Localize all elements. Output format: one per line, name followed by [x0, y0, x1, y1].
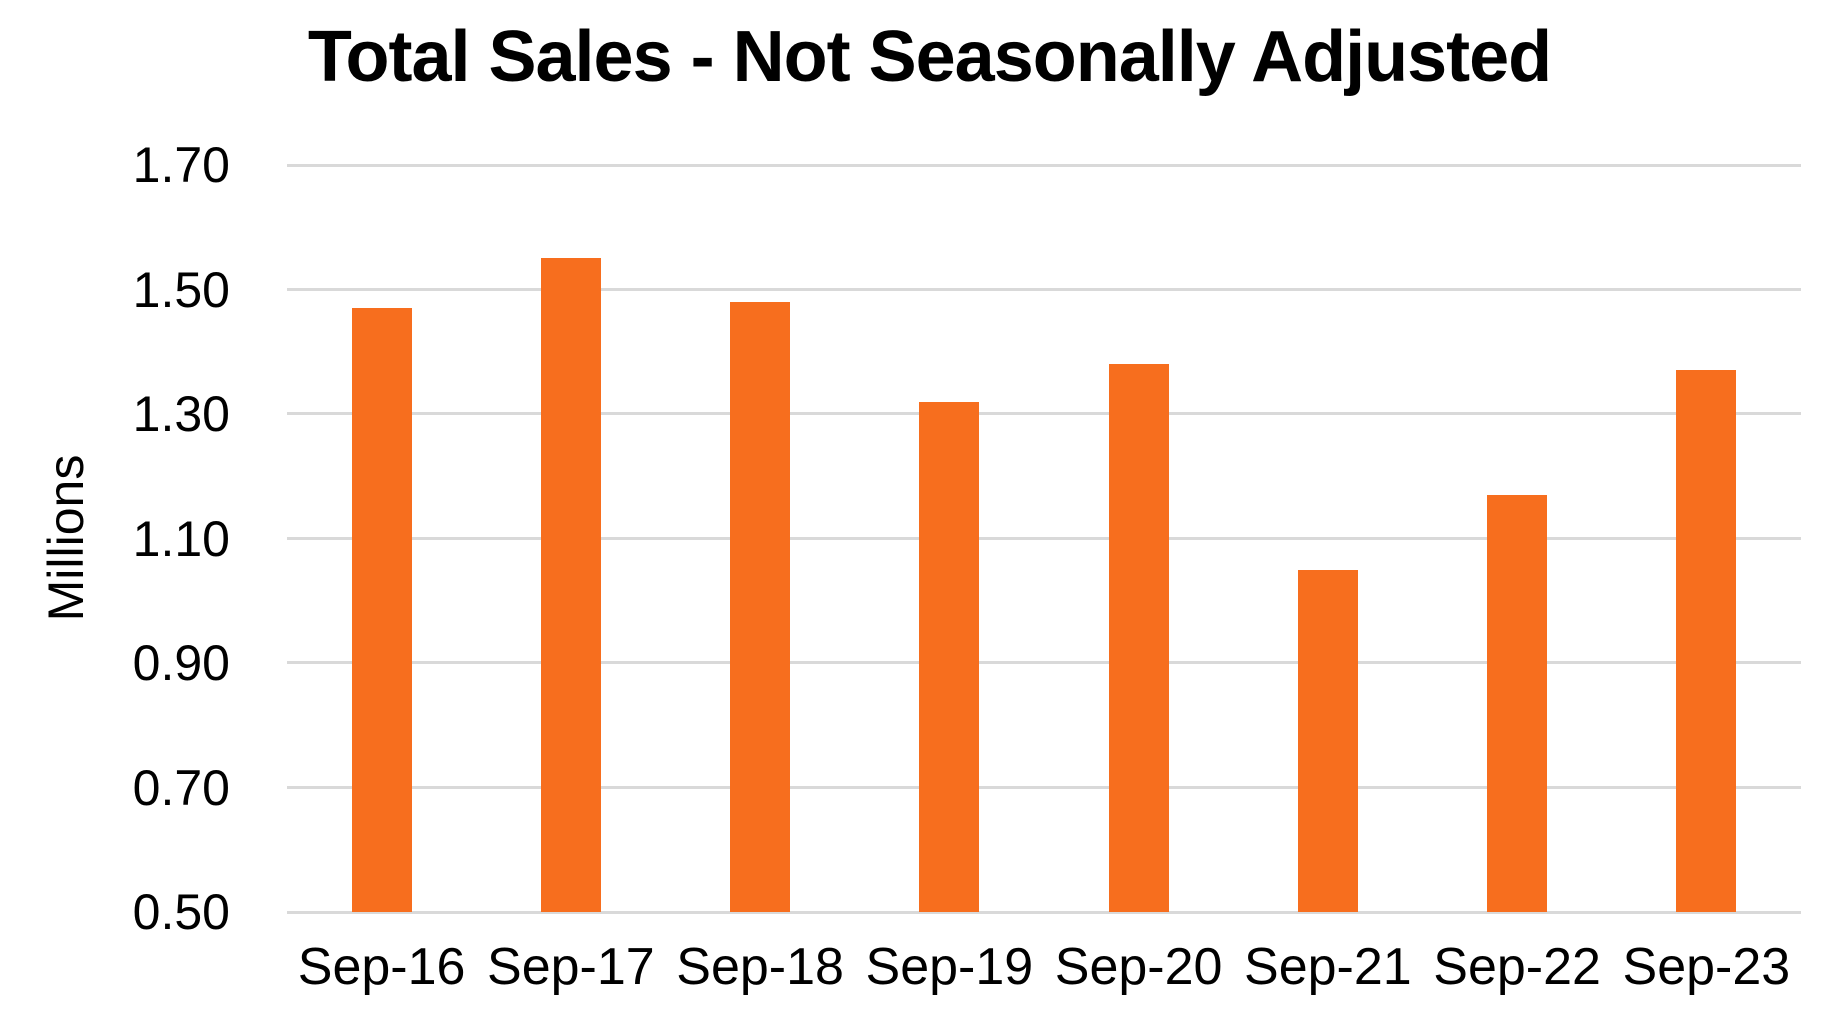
chart-title: Total Sales - Not Seasonally Adjusted: [307, 17, 1552, 97]
x-tick-label: Sep-22: [1433, 938, 1601, 996]
x-axis-tick-labels: Sep-16 Sep-17 Sep-18 Sep-19 Sep-20 Sep-21 Sep-…: [287, 936, 1801, 1006]
x-tick-label: Sep-17: [487, 938, 655, 996]
y-tick-label: 1.70: [132, 137, 230, 193]
x-tick-label: Sep-21: [1244, 938, 1412, 996]
bar-sep-20: [1108, 364, 1169, 912]
x-tick-label: Sep-23: [1622, 938, 1791, 996]
x-tick-label: Sep-18: [676, 938, 844, 996]
x-tick-label: Sep-20: [1054, 938, 1223, 996]
x-tick-label: Sep-19: [865, 938, 1034, 996]
y-tick-label: 1.50: [132, 261, 230, 318]
y-tick-label: 1.30: [132, 386, 230, 442]
bar-sep-19: [919, 401, 980, 912]
x-tick-label: Sep-16: [297, 938, 466, 996]
bar-sep-16: [351, 308, 412, 912]
gridline: [287, 661, 1801, 665]
y-tick-label: 0.50: [132, 884, 230, 940]
y-tick-label: 0.90: [132, 635, 230, 691]
y-axis-tick-labels: 1.70 1.50 1.30 1.10 0.90 0.70 0.50: [0, 137, 230, 940]
gridline: [287, 910, 1801, 914]
gridline: [287, 412, 1801, 416]
bar-sep-18: [730, 301, 791, 912]
bar-sep-17: [540, 258, 601, 912]
y-tick-label: 0.70: [132, 759, 230, 816]
y-tick-label: 1.10: [132, 510, 230, 567]
bar-sep-23: [1676, 370, 1737, 912]
gridline: [287, 537, 1801, 540]
gridline: [287, 287, 1801, 291]
plot-area: [287, 163, 1801, 914]
bar-sep-22: [1487, 494, 1548, 912]
gridline: [287, 786, 1801, 789]
gridline: [287, 163, 1801, 167]
bar-sep-21: [1297, 569, 1358, 912]
